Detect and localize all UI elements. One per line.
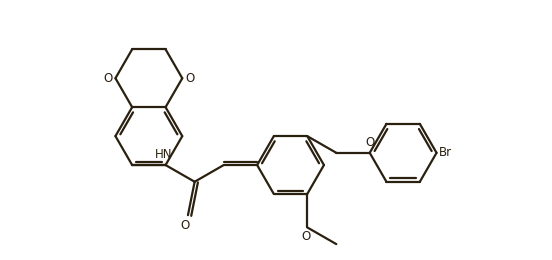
Text: O: O <box>181 218 190 231</box>
Text: O: O <box>365 136 374 149</box>
Text: O: O <box>185 72 194 85</box>
Text: O: O <box>301 230 310 243</box>
Text: Br: Br <box>439 146 452 159</box>
Text: HN: HN <box>155 148 173 161</box>
Text: O: O <box>104 72 113 85</box>
